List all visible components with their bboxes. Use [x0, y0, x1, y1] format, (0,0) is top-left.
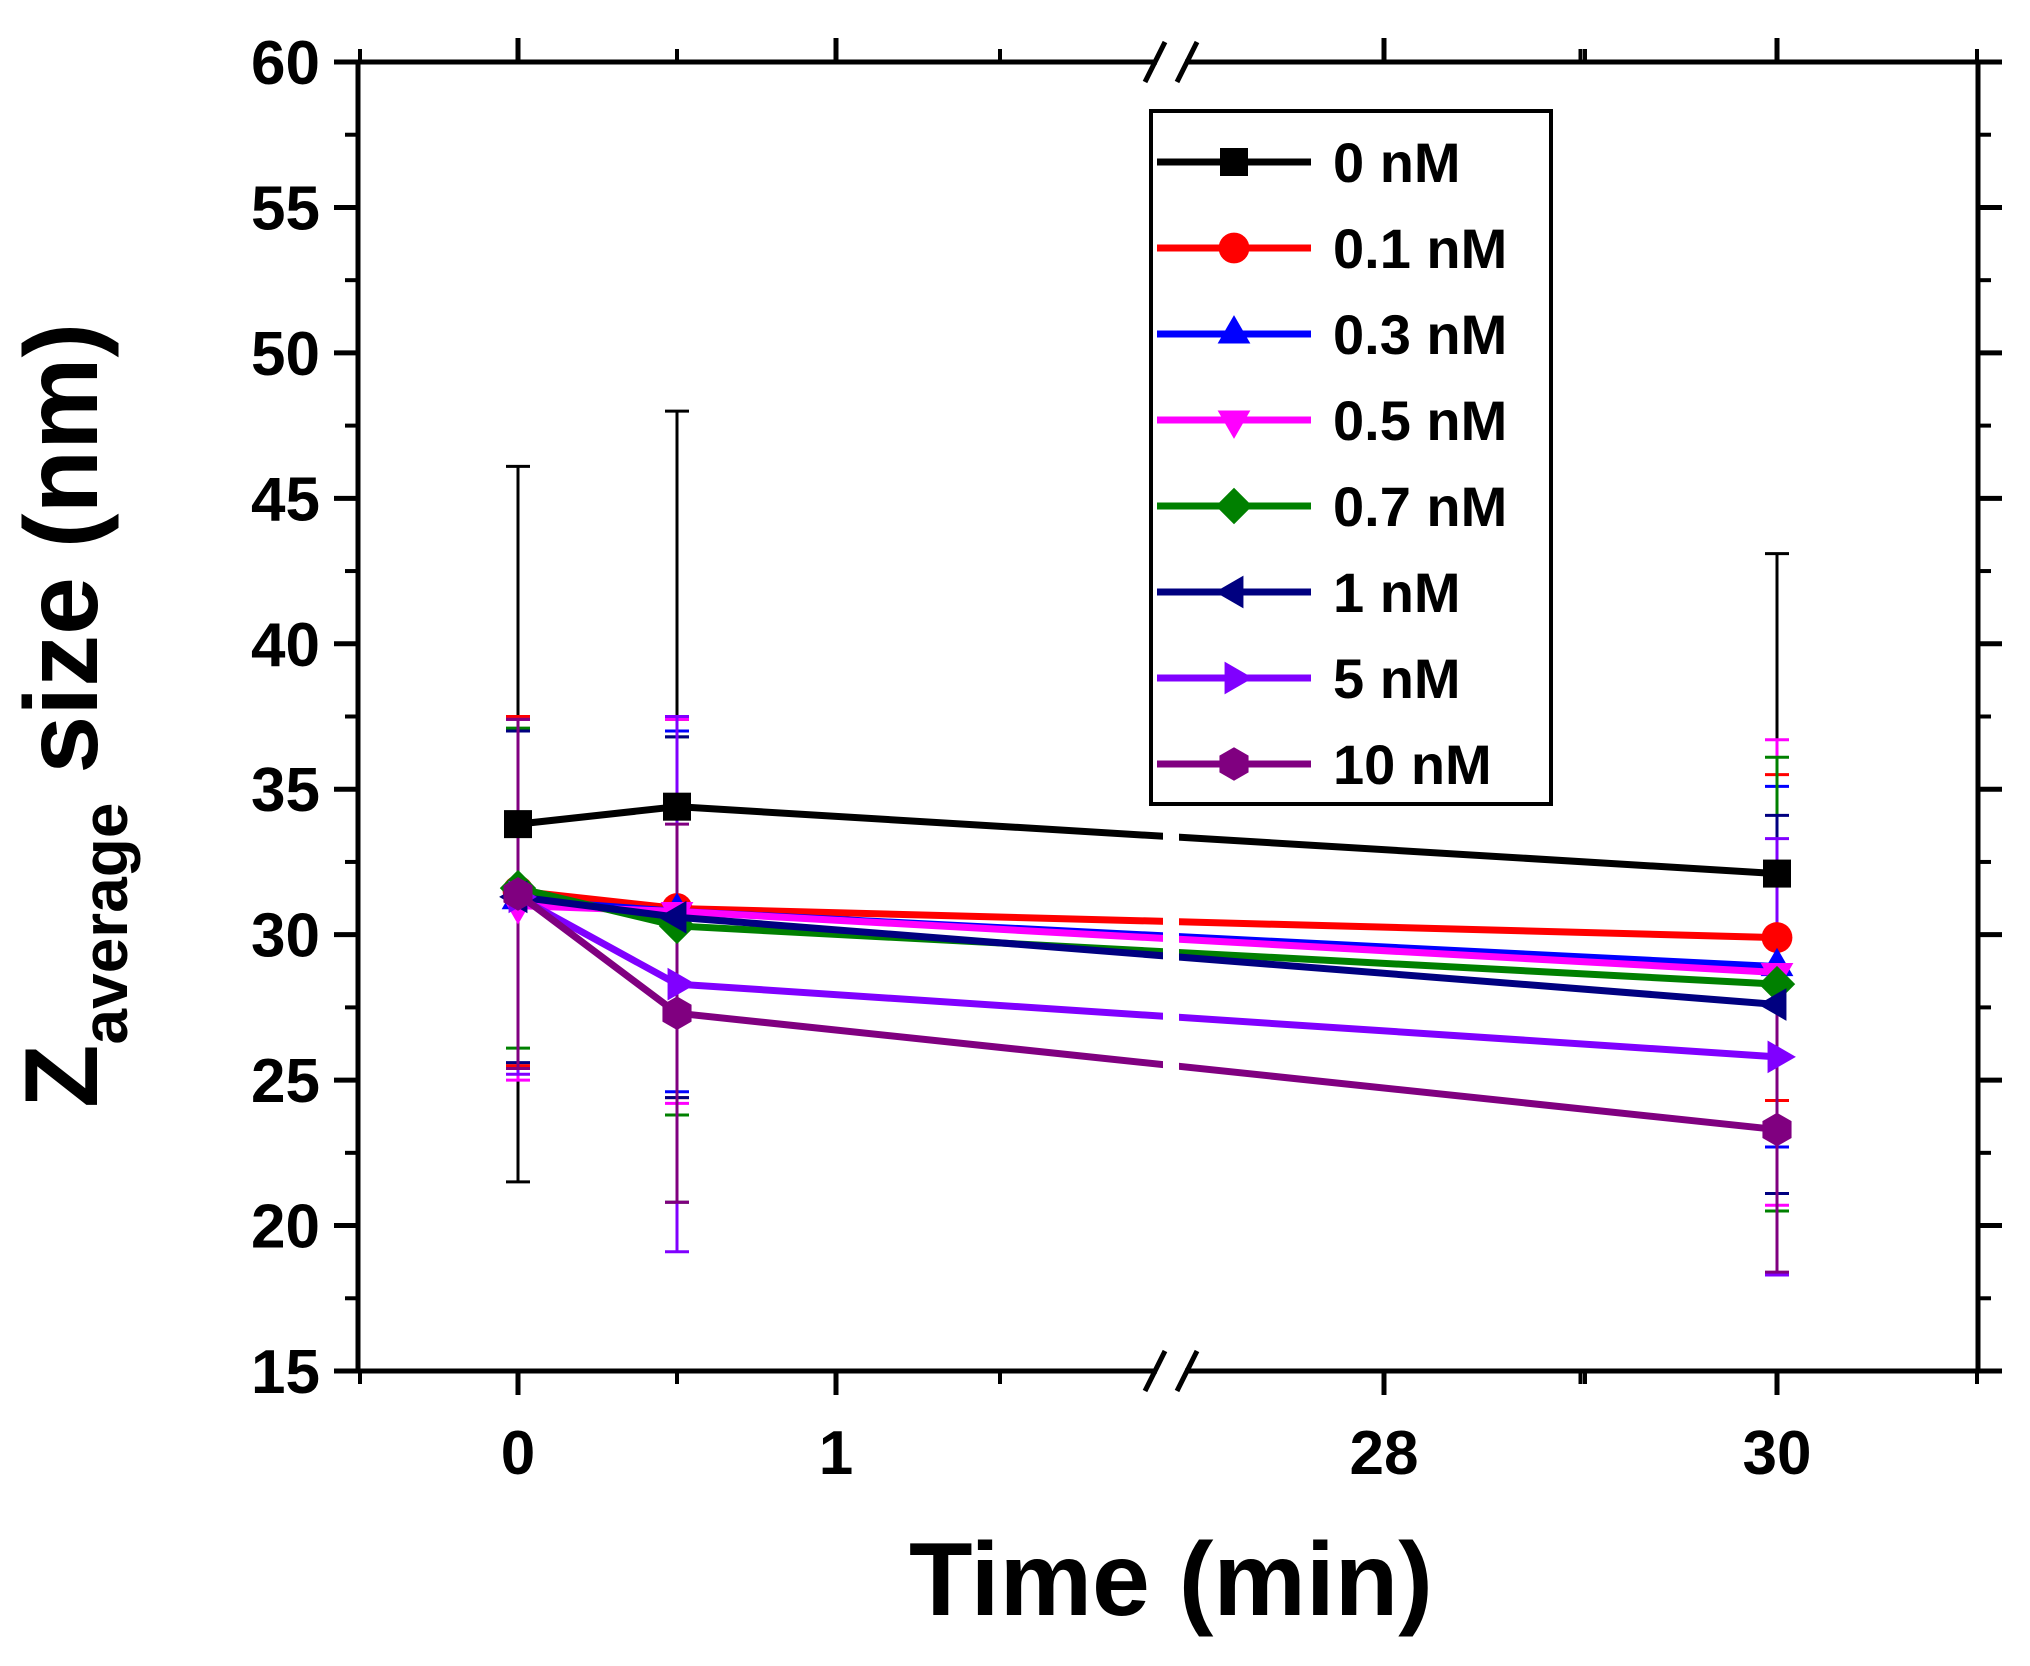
- legend-marker: [1215, 575, 1244, 609]
- legend-label: 1 nM: [1333, 561, 1461, 624]
- data-point: [667, 967, 696, 1001]
- legend-marker: [1215, 487, 1253, 525]
- legend-entry: 0.3 nM: [1157, 303, 1507, 366]
- data-point: [1758, 988, 1787, 1021]
- axis-break-gap: [1157, 1363, 1185, 1379]
- legend-marker: [1217, 315, 1251, 344]
- legend-label: 0.7 nM: [1333, 475, 1507, 538]
- legend-entry: 0.5 nM: [1157, 389, 1507, 452]
- axis-break-gap: [1157, 54, 1185, 70]
- data-point: [1767, 1040, 1796, 1074]
- line-break-gap: [1163, 762, 1179, 1242]
- x-tick-label: 30: [1743, 1419, 1812, 1488]
- data-point: [658, 900, 687, 934]
- data-point: [1763, 859, 1791, 888]
- y-axis-title: Zaverage size (nm): [4, 323, 141, 1108]
- y-tick-label: 60: [251, 29, 320, 98]
- legend-label: 0 nM: [1333, 131, 1461, 194]
- legend-entry: 1 nM: [1157, 561, 1461, 624]
- y-tick-label: 25: [251, 1047, 320, 1116]
- y-tick-label: 50: [251, 320, 320, 389]
- x-axis-title: Time (min): [909, 1522, 1433, 1638]
- legend-entry: 0.7 nM: [1157, 475, 1507, 538]
- x-tick-label: 0: [501, 1419, 535, 1488]
- legend-label: 0.3 nM: [1333, 303, 1507, 366]
- plot-area: 15 20 25 30 35 40 45 50 55 60 0 1 28 30: [251, 29, 2002, 1488]
- data-point: [503, 877, 533, 911]
- legend-label: 0.1 nM: [1333, 217, 1507, 280]
- y-tick-label: 30: [251, 902, 320, 971]
- axis-break-slash: [1142, 40, 1168, 84]
- legend: 0 nM 0.1 nM 0.3 nM 0.5 nM 0.7 nM 1 nM 5 nM 10 n…: [1149, 109, 1553, 806]
- y-axis-title-main: Z: [4, 1044, 120, 1108]
- legend-box: [1149, 109, 1553, 806]
- series-0-nm: [504, 792, 1791, 888]
- legend-marker: [1218, 232, 1250, 264]
- y-tick-label: 20: [251, 1193, 320, 1262]
- data-point: [663, 792, 691, 821]
- y-tick-label: 35: [251, 756, 320, 825]
- y-tick-label: 40: [251, 611, 320, 680]
- y-tick-label: 15: [251, 1338, 320, 1407]
- legend-marker: [1220, 148, 1248, 176]
- x-tick-label: 1: [819, 1419, 853, 1488]
- legend-marker: [1217, 410, 1251, 439]
- y-tick-label: 55: [251, 174, 320, 243]
- data-point: [1762, 1112, 1792, 1147]
- axis-break-slash: [1142, 1349, 1168, 1393]
- data-point: [662, 996, 692, 1031]
- axis-break-slash: [1174, 1349, 1200, 1393]
- y-axis-title-subscript: average: [69, 803, 141, 1045]
- series-layer: [499, 409, 1796, 1277]
- legend-label: 10 nM: [1333, 733, 1492, 796]
- axis-break-slash: [1174, 40, 1200, 84]
- series-10-nm: [503, 877, 1792, 1147]
- legend-entry: 5 nM: [1157, 647, 1461, 710]
- y-tick-label: 45: [251, 465, 320, 534]
- legend-marker: [1219, 747, 1249, 781]
- legend-label: 5 nM: [1333, 647, 1461, 710]
- data-point: [504, 810, 532, 839]
- legend-entry: 0.1 nM: [1157, 217, 1507, 280]
- svg-text:Zaverage size (nm): Zaverage size (nm): [4, 323, 141, 1108]
- legend-entry: 10 nM: [1157, 733, 1492, 796]
- legend-entry: 0 nM: [1157, 131, 1461, 194]
- data-point: [1761, 922, 1793, 953]
- legend-label: 0.5 nM: [1333, 389, 1507, 452]
- y-axis-title-rest: size (nm): [4, 323, 120, 803]
- legend-marker: [1224, 661, 1253, 695]
- x-tick-label: 28: [1350, 1419, 1419, 1488]
